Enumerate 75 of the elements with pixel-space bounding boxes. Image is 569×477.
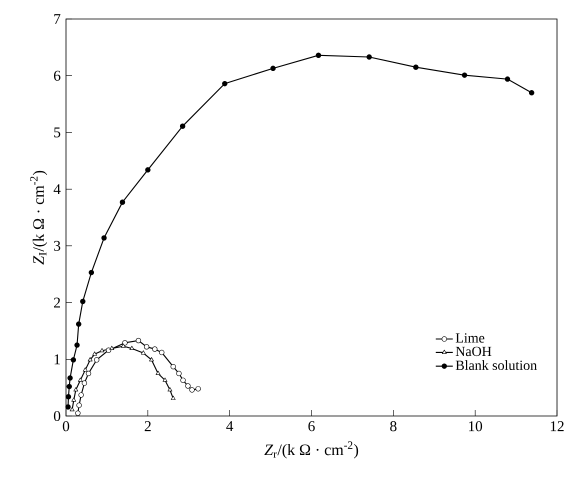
point (145, 167, 151, 173)
point (70, 357, 76, 363)
point (366, 54, 372, 60)
point (176, 370, 182, 376)
point (65, 404, 71, 410)
y-tick-label: 2 (54, 298, 60, 308)
legend-label: NaOH (456, 346, 492, 356)
point (82, 380, 88, 386)
y-tick-label: 6 (54, 70, 60, 81)
point (462, 72, 468, 78)
point (149, 357, 154, 362)
point (122, 340, 128, 346)
y-tick-label: 4 (54, 184, 61, 194)
point (528, 90, 534, 96)
y-tick-label: 3 (54, 240, 60, 251)
point (270, 66, 276, 72)
point (78, 392, 84, 398)
y-tick-label: 0 (54, 410, 60, 422)
point (80, 298, 86, 304)
point (100, 348, 104, 352)
y-tick-label: 7 (54, 14, 60, 24)
x-tick-label: 4 (226, 421, 234, 432)
point (94, 357, 100, 363)
point (76, 321, 82, 327)
point (88, 357, 93, 362)
point (82, 367, 88, 372)
point (189, 387, 195, 393)
point (222, 80, 228, 86)
point (162, 378, 168, 382)
x-tick-label: 12 (550, 421, 564, 432)
point (78, 378, 83, 382)
point (86, 370, 92, 376)
legend-label: Blank solution (456, 360, 537, 370)
x-tick-label: 6 (308, 421, 315, 432)
point (156, 370, 160, 375)
legend-label: Lime (456, 333, 484, 343)
point (504, 76, 510, 82)
point (180, 378, 186, 383)
point (413, 64, 419, 70)
point (195, 386, 201, 392)
point (130, 346, 134, 350)
point (109, 346, 114, 350)
point (120, 344, 126, 348)
point (73, 387, 78, 392)
point (75, 410, 81, 416)
point (159, 350, 164, 356)
x-tick-label: 0 (62, 421, 70, 432)
point (74, 342, 80, 348)
point (67, 375, 73, 381)
point (168, 387, 172, 392)
x-axis-title: Z$_{r}$/(k Ω · cm$^{-2}$) (264, 441, 358, 458)
point (101, 235, 107, 241)
point (140, 350, 146, 355)
y-tick-label: 1 (54, 354, 60, 364)
point (120, 199, 126, 205)
point (144, 344, 150, 350)
y-axis-title: Z$_{I}$/(k Ω · cm$^{-2}$) (30, 170, 48, 265)
point (92, 351, 98, 356)
point (316, 52, 322, 58)
point (70, 407, 75, 412)
point (170, 396, 176, 400)
point (66, 394, 72, 400)
x-tick-label: 8 (390, 421, 397, 432)
point (136, 338, 142, 344)
point (185, 383, 191, 389)
x-tick-label: 2 (144, 421, 151, 432)
point (71, 397, 76, 402)
point (180, 124, 186, 129)
point (170, 364, 176, 370)
y-tick-label: 5 (54, 127, 60, 138)
point (76, 402, 82, 408)
x-tick-label: 10 (469, 421, 482, 432)
point (66, 384, 72, 390)
point (88, 270, 94, 276)
point (152, 346, 158, 352)
